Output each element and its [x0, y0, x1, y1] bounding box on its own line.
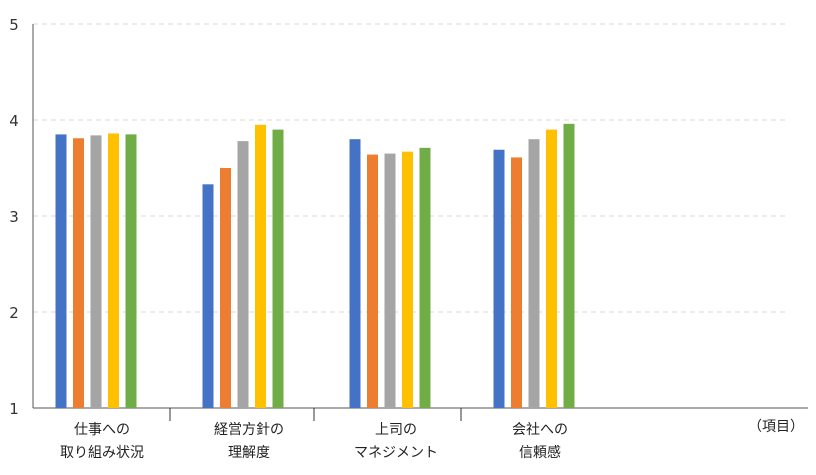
- y-tick-label: 4: [9, 112, 19, 130]
- y-tick-labels: 1 2 3 4 5: [9, 16, 19, 418]
- bar: [272, 129, 284, 408]
- bar: [546, 129, 557, 408]
- x-axis-unit-label: （項目）: [748, 419, 804, 435]
- bars: [55, 123, 575, 409]
- bar: [349, 139, 361, 408]
- bar: [202, 184, 214, 408]
- x-category-label: 仕事への: [74, 422, 130, 438]
- bar: [384, 153, 396, 408]
- bar: [108, 133, 119, 408]
- bar: [73, 138, 84, 409]
- x-category-label: 会社への: [512, 422, 568, 438]
- bar: [255, 124, 266, 409]
- bar: [493, 149, 505, 408]
- x-category-label: 取り組み状況: [60, 445, 144, 461]
- bar: [511, 157, 522, 408]
- y-tick-label: 3: [9, 208, 19, 226]
- bar: [125, 134, 137, 408]
- bar: [55, 134, 67, 408]
- y-tick-label: 1: [9, 400, 19, 418]
- y-tick-label: 2: [9, 304, 19, 322]
- bar: [563, 123, 575, 408]
- bar: [402, 151, 413, 408]
- x-category-label: 上司の: [375, 422, 417, 438]
- x-category-label: 信頼感: [519, 444, 561, 461]
- bar: [90, 135, 102, 409]
- y-tick-label: 5: [9, 16, 19, 34]
- x-category-label: 理解度: [228, 445, 270, 461]
- bar: [367, 154, 378, 408]
- x-axis-category-ticks: [169, 408, 462, 421]
- bar: [419, 147, 431, 408]
- bar: [237, 141, 249, 408]
- bar: [528, 139, 540, 408]
- bar: [220, 168, 231, 408]
- x-category-label: マネジメント: [354, 445, 438, 461]
- x-category-label: 経営方針の: [214, 422, 284, 438]
